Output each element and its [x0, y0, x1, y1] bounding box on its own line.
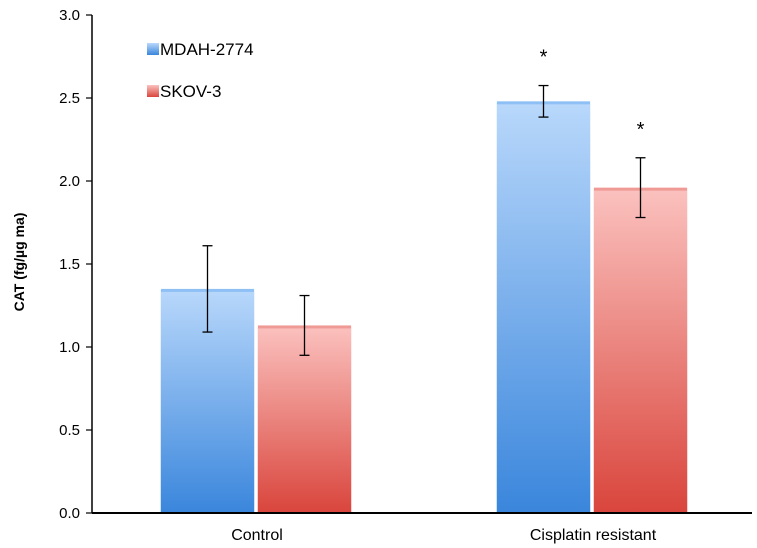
y-tick-label: 0.5 — [59, 422, 80, 439]
legend-label-mdah-2774: MDAH-2774 — [160, 40, 254, 59]
y-axis-label: CAT (fg/µg ma) — [11, 213, 27, 312]
legend: MDAH-2774 SKOV-3 — [147, 40, 254, 101]
y-tick-label: 3.0 — [59, 7, 80, 24]
y-tick-label: 1.5 — [59, 256, 80, 273]
bar-skov-3-control — [256, 324, 353, 514]
x-category-label: Control — [231, 527, 283, 544]
legend-label-skov-3: SKOV-3 — [160, 82, 221, 101]
legend-swatch-skov-3 — [147, 85, 159, 97]
bar-skov-3-cisplatin-resistant — [592, 186, 689, 514]
significance-star: * — [540, 47, 548, 69]
y-tick-label: 1.0 — [59, 339, 80, 356]
significance-star: * — [637, 119, 645, 141]
bar-mdah-2774-cisplatin-resistant — [495, 100, 592, 514]
y-tick-label: 2.0 — [59, 173, 80, 190]
x-category-label: Cisplatin resistant — [530, 527, 657, 544]
y-tick-label: 2.5 — [59, 90, 80, 107]
legend-swatch-mdah-2774 — [147, 43, 159, 55]
y-tick-label: 0.0 — [59, 505, 80, 522]
